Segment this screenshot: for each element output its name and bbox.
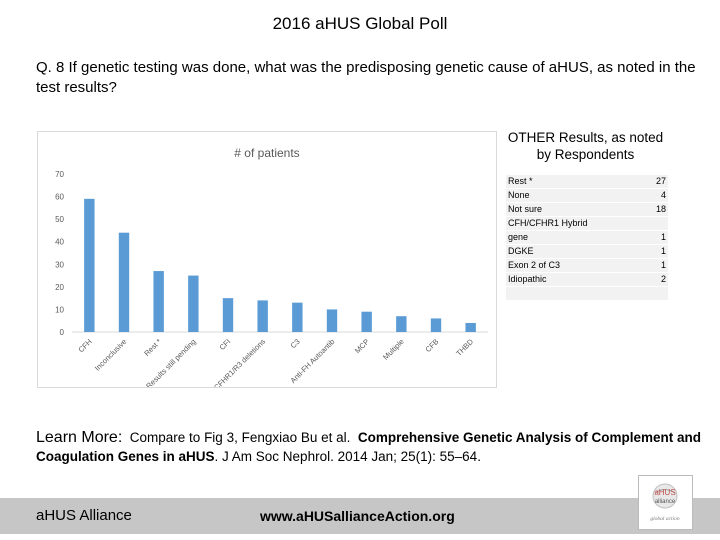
citation: . J Am Soc Nephrol. 2014 Jan; 25(1): 55–… [214,449,481,464]
chart-panel: # of patients 0 10 20 30 40 50 60 70 CFH Inconcl… [37,131,497,388]
learn-more-text: Compare to Fig 3, Fengxiao Bu et al. [129,430,351,445]
y-tick-label: 30 [55,260,64,269]
bar [222,298,234,332]
bar [84,198,95,332]
logo-text-ahus: aHUS [654,488,675,497]
x-tick-label: CFB [423,337,440,354]
y-tick-label: 20 [55,283,64,292]
question-text: Q. 8 If genetic testing was done, what w… [36,59,696,96]
x-tick-label: Inconclusive [93,337,129,373]
slide-title: 2016 aHUS Global Poll [272,14,448,33]
x-tick-label: CFH [76,337,93,354]
result-count: 27 [636,175,668,189]
result-count: 1 [636,230,668,245]
x-tick-label: Rest * [142,337,163,358]
result-count: 4 [636,188,668,203]
bar [257,300,268,332]
y-tick-label: 10 [55,305,64,314]
result-label: Rest * [506,175,636,189]
result-label: CFH/CFHR1 Hybrid [506,216,636,231]
y-tick-label: 70 [55,170,64,179]
y-tick-label: 40 [55,238,64,247]
logo-text-global: global action [650,516,679,522]
result-count: 1 [636,244,668,259]
chart-title: # of patients [234,146,299,160]
empty-cell [506,286,636,301]
x-tick-label: Multiple [381,337,406,362]
result-label: DGKE [506,244,636,259]
results-row: Rest * 27 [506,175,668,189]
empty-cell [636,286,668,301]
learn-more-lead: Learn More: [36,429,123,446]
results-row: CFH/CFHR1 Hybrid [506,216,668,231]
bar-chart: # of patients 0 10 20 30 40 50 60 70 CFH Inconcl… [55,146,488,387]
bar [430,318,442,332]
y-tick-label: 50 [55,215,64,224]
bar [153,271,164,332]
bar [396,316,407,332]
results-row: DGKE 1 [506,244,668,259]
footer-org: aHUS Alliance [36,507,132,524]
footer-url[interactable]: www.aHUSallianceAction.org [260,508,455,524]
results-row: None 4 [506,188,668,203]
results-row: Exon 2 of C3 1 [506,258,668,273]
x-tick-label: MCP [353,337,371,355]
bar [326,309,338,332]
result-label: Exon 2 of C3 [506,258,636,273]
y-tick-label: 60 [55,193,64,202]
bar [188,275,199,332]
results-empty-row [506,286,668,301]
result-count: 2 [636,272,668,287]
y-tick-label: 0 [60,328,65,337]
x-tick-label: THBD [454,337,475,358]
results-row: Not sure 18 [506,202,668,217]
results-row: Idiopathic 2 [506,272,668,287]
result-count [636,216,668,231]
ahus-alliance-logo: aHUS alliance global action [638,475,693,530]
bar [361,311,372,332]
x-tick-label: C3 [289,337,302,350]
x-tick-label: CFI [217,337,232,352]
other-results-table: Rest * 27 None 4 Not sure 18 CFH/CFHR1 Hybrid g… [506,175,668,301]
learn-more: Learn More: Compare to Fig 3, Fengxiao B… [36,428,706,466]
article-title[interactable]: Comprehensive Genetic Analysis of Comple… [36,430,702,464]
result-label: gene [506,230,636,245]
bar [292,302,303,332]
results-row: gene 1 [506,230,668,245]
result-count: 18 [636,202,668,217]
bar [465,322,476,332]
bar [118,232,130,332]
result-label: None [506,188,636,203]
result-count: 1 [636,258,668,273]
other-results-heading: OTHER Results, as noted by Respondents [507,130,664,162]
result-label: Idiopathic [506,272,636,287]
footer-bar: aHUS Alliance www.aHUSallianceAction.org [0,498,720,534]
logo-text-alliance: alliance [655,499,676,505]
result-label: Not sure [506,202,636,217]
